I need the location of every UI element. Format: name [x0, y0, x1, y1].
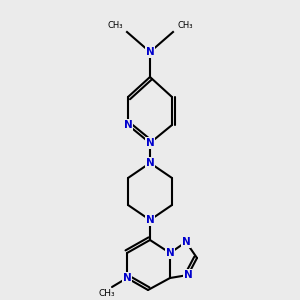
Text: CH₃: CH₃ — [99, 289, 115, 298]
Text: N: N — [146, 138, 154, 148]
Text: CH₃: CH₃ — [177, 20, 193, 29]
Text: N: N — [146, 215, 154, 225]
Text: N: N — [184, 270, 192, 280]
Text: N: N — [182, 237, 190, 247]
Text: CH₃: CH₃ — [107, 20, 123, 29]
Text: N: N — [146, 158, 154, 168]
Text: N: N — [166, 248, 174, 258]
Text: N: N — [146, 47, 154, 57]
Text: N: N — [124, 120, 132, 130]
Text: N: N — [123, 273, 131, 283]
